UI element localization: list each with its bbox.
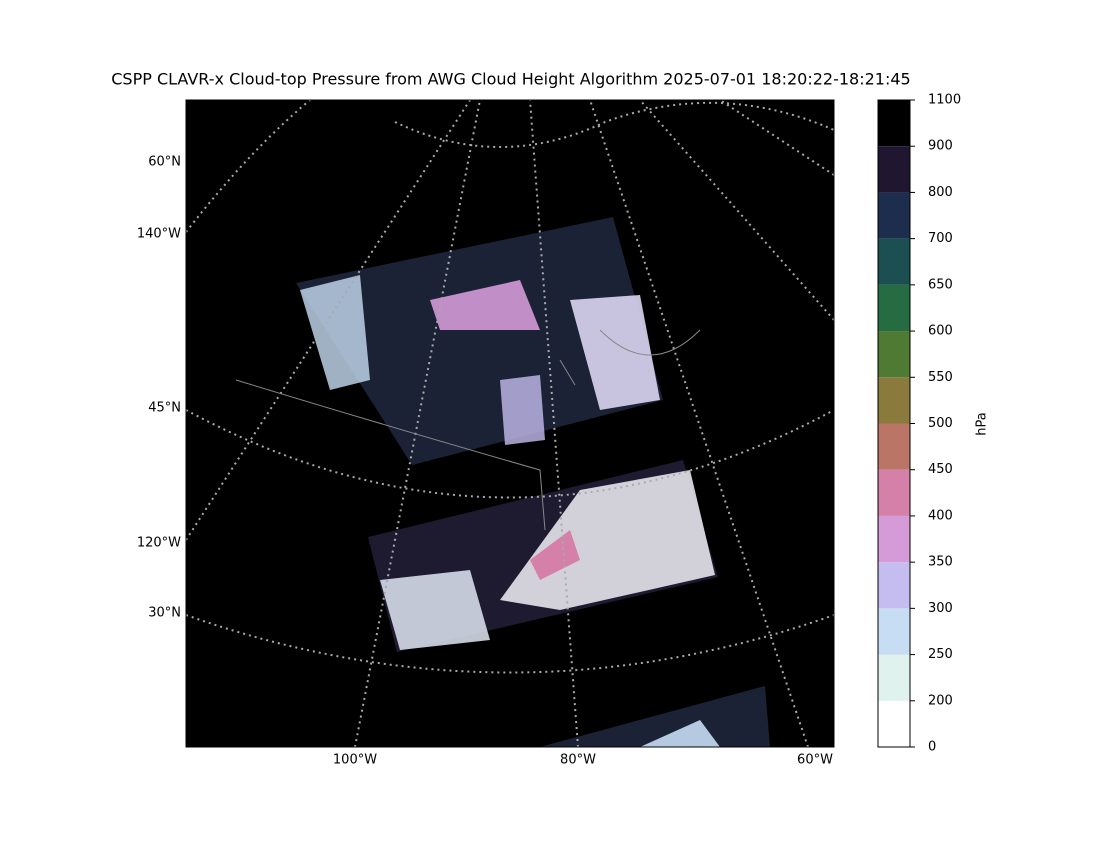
colorbar-tick-label: 550: [928, 370, 953, 385]
colorbar-tick-label: 0: [928, 740, 936, 755]
colorbar-tick-label: 200: [928, 693, 953, 708]
swath: [540, 686, 770, 747]
lon-label: 100°W: [333, 753, 377, 768]
colorbar-segment: [878, 700, 910, 747]
colorbar-segment: [878, 100, 910, 147]
colorbar-segment: [878, 146, 910, 193]
colorbar-tick-label: 900: [928, 139, 953, 154]
colorbar-tick-label: 600: [928, 324, 953, 339]
cloud-area: [380, 570, 490, 650]
lon-label: 80°W: [560, 753, 596, 768]
colorbar-tick-label: 800: [928, 185, 953, 200]
lon-label: 120°W: [137, 536, 181, 551]
graticule: [186, 100, 311, 233]
graticule: [529, 100, 579, 747]
cloud-area: [300, 275, 370, 390]
colorbar-tick-label: 350: [928, 555, 953, 570]
title: CSPP CLAVR-x Cloud-top Pressure from AWG…: [111, 70, 910, 89]
lon-label: 140°W: [137, 227, 181, 242]
graticule: [186, 614, 834, 674]
coastline: [235, 329, 701, 531]
cloud-area: [500, 470, 715, 610]
colorbar-segment: [878, 469, 910, 516]
map-content: [186, 100, 834, 747]
cloud-area: [500, 375, 545, 445]
lat-label: 45°N: [148, 401, 181, 416]
cloud-area: [570, 295, 660, 410]
cloud-area: [640, 720, 720, 747]
graticule: [354, 100, 481, 747]
lat-label: 60°N: [148, 155, 181, 170]
swath: [296, 217, 663, 465]
colorbar-label: hPa: [975, 412, 990, 435]
colorbar-segment: [878, 562, 910, 609]
colorbar-segment: [878, 238, 910, 285]
colorbar-segment: [878, 515, 910, 563]
cloud-area: [430, 280, 540, 330]
colorbar-tick-label: 300: [928, 601, 953, 616]
lon-label: 60°W: [797, 753, 833, 768]
colorbar-tick-label: 450: [928, 462, 953, 477]
map-frame: [185, 99, 835, 748]
colorbar-tick-label: 250: [928, 647, 953, 662]
colorbar-tick-label: 500: [928, 416, 953, 431]
graticule: [639, 100, 834, 321]
graticule: [186, 409, 834, 499]
colorbar-segment: [878, 423, 910, 470]
colorbar-tick-label: 700: [928, 231, 953, 246]
colorbar-segment: [878, 654, 910, 701]
colorbar-segment: [878, 377, 910, 424]
colorbar-segment: [878, 284, 910, 332]
colorbar-segment: [878, 608, 910, 655]
colorbar-tick-label: 650: [928, 277, 953, 292]
colorbar-tick-label: 400: [928, 508, 953, 523]
lat-label: 30°N: [148, 606, 181, 621]
cloud-area: [530, 530, 580, 580]
colorbar-segment: [878, 192, 910, 239]
colorbar-segment: [878, 331, 910, 378]
graticule: [394, 101, 834, 148]
colorbar-tick-label: 1100: [928, 93, 961, 108]
